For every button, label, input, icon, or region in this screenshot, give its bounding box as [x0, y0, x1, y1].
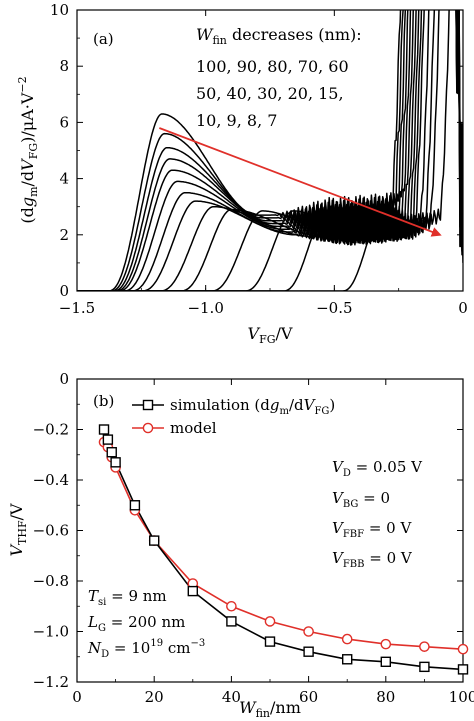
- panel-a-legend-line-3: 10, 9, 8, 7: [196, 111, 277, 130]
- model-point: [419, 641, 430, 652]
- y-tick-label: 4: [59, 170, 69, 188]
- x-tick-label: 40: [222, 688, 241, 706]
- curve-wfin-90: [77, 10, 463, 291]
- model-point: [303, 626, 314, 637]
- annotation-vd: VD = 0.05 V: [332, 458, 423, 479]
- y-tick-label: 8: [59, 57, 69, 75]
- curve-wfin-8: [77, 10, 463, 291]
- y-tick-label: −0.6: [33, 522, 69, 540]
- annotation-vfbf: VFBF = 0 V: [332, 519, 412, 540]
- svg-text:(dgm/dVFG)/μA·V−2: (dgm/dVFG)/μA·V−2: [16, 76, 40, 223]
- annotation-nd: ND = 1019 cm−3: [87, 638, 205, 660]
- legend-marker-circle: [142, 422, 154, 434]
- svg-text:VTHF/V: VTHF/V: [7, 503, 29, 557]
- x-tick-label: 0: [72, 688, 82, 706]
- y-tick-label: −1.0: [33, 623, 69, 641]
- trend-arrow: [159, 127, 442, 237]
- simulation-point: [264, 636, 276, 647]
- model-point: [457, 643, 469, 655]
- panel-a: −1.5 −1.0 −0.5 0 0 2 4 6 8 10 (a) Wfin decreases …: [16, 1, 468, 346]
- y-tick-label: −0.2: [33, 421, 69, 439]
- y-tick-label: −0.4: [33, 471, 69, 489]
- panel-a-legend-line-2: 50, 40, 30, 20, 15,: [196, 84, 344, 103]
- panel-a-label: (a): [93, 30, 114, 48]
- panel-b-legend: simulation (dgm/dVFG) model: [132, 396, 335, 437]
- simulation-point: [102, 434, 114, 445]
- panel-a-curves: [77, 10, 463, 291]
- model-point: [264, 616, 276, 627]
- y-tick-label: −0.8: [33, 572, 69, 590]
- panel-b: 0 20 40 60 80 100 0 −0.2 −0.4 −0.6 −0.8 −1.0 −1.2 (b…: [7, 370, 474, 720]
- panel-a-frame: [76, 9, 464, 292]
- curve-wfin-7: [77, 10, 463, 291]
- model-point: [341, 633, 353, 645]
- y-tick-label: 2: [59, 226, 69, 244]
- simulation-point: [187, 585, 199, 597]
- simulation-point: [226, 616, 237, 627]
- simulation-point: [129, 500, 141, 511]
- y-tick-label: 10: [50, 1, 69, 19]
- panel-b-label: (b): [93, 392, 114, 410]
- x-tick-label: 60: [299, 688, 318, 706]
- x-tick-label: 80: [376, 688, 395, 706]
- simulation-point: [106, 447, 117, 458]
- panel-b-x-axis-label: Wfin/nm: [239, 698, 301, 720]
- y-tick-label: 0: [59, 370, 69, 388]
- curve-wfin-100: [77, 10, 463, 291]
- curve-wfin-50: [77, 10, 463, 291]
- annotation-tsi: Tsi = 9 nm: [88, 587, 167, 608]
- y-tick-label: 6: [59, 113, 69, 131]
- x-tick-label: −1.5: [59, 299, 95, 317]
- x-tick-label: 100: [449, 688, 474, 706]
- panel-a-x-axis-label: VFG/V: [248, 324, 293, 346]
- x-tick-label: 0: [458, 299, 468, 317]
- simulation-point: [148, 535, 160, 546]
- panel-b-series: [98, 424, 469, 675]
- panel-a-trend-arrow: [159, 127, 442, 237]
- simulation-point: [342, 654, 353, 665]
- x-tick-label: −0.5: [316, 299, 352, 317]
- panel-a-y-axis-label: (dgm/dVFG)/μA·V−2: [16, 76, 40, 223]
- simulation-point: [380, 656, 391, 667]
- annotation-vbg: VBG = 0: [332, 489, 390, 510]
- legend-marker-square: [142, 399, 154, 411]
- y-tick-label: −1.2: [33, 673, 69, 691]
- simulation-point: [98, 424, 110, 435]
- simulation-point: [303, 646, 314, 657]
- panel-a-legend-line-1: 100, 90, 80, 70, 60: [196, 57, 349, 76]
- annotation-vfbb: VFBB = 0 V: [332, 549, 413, 570]
- model-point: [380, 638, 392, 650]
- panel-b-ticks: 0 20 40 60 80 100 0 −0.2 −0.4 −0.6 −0.8 −1.0 −1.2: [33, 370, 474, 706]
- x-tick-label: −1.0: [187, 299, 223, 317]
- panel-a-ticks: −1.5 −1.0 −0.5 0 0 2 4 6 8 10: [50, 1, 468, 317]
- panel-a-legend-title: Wfin decreases (nm):: [196, 25, 362, 47]
- panel-b-y-axis-label: VTHF/V: [7, 503, 29, 557]
- legend-model: model: [170, 419, 217, 437]
- simulation-point: [457, 664, 469, 675]
- simulation-point: [110, 457, 121, 468]
- simulation-point: [419, 661, 430, 673]
- legend-simulation: simulation (dgm/dVFG): [170, 396, 335, 417]
- x-tick-label: 20: [145, 688, 164, 706]
- model-point: [226, 600, 237, 612]
- annotation-lg: LG = 200 nm: [87, 613, 185, 634]
- y-tick-label: 0: [59, 282, 69, 300]
